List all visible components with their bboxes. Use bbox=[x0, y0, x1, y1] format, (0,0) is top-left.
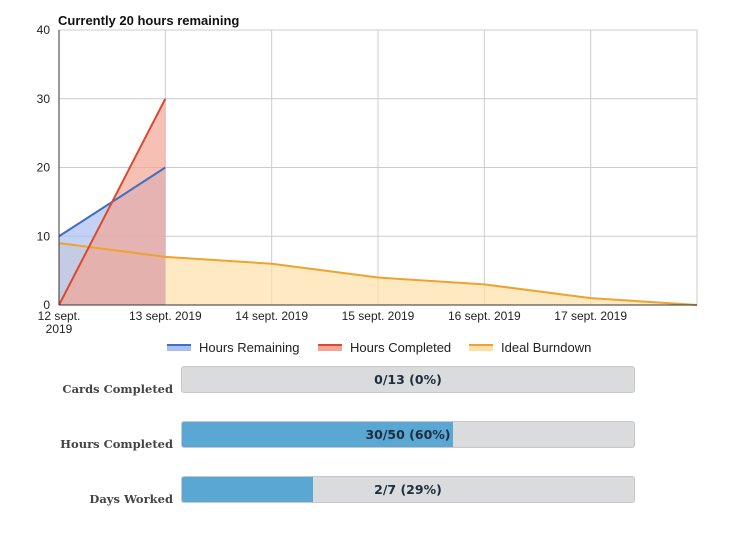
area-ideal-burndown bbox=[59, 243, 697, 305]
progress-bar-cards-completed: 0/13 (0%) bbox=[181, 366, 635, 393]
x-tick-label-1: 13 sept. 2019 bbox=[129, 309, 202, 323]
legend-label-hours-remaining: Hours Remaining bbox=[199, 339, 300, 355]
progress-text-cards-completed: 0/13 (0%) bbox=[374, 372, 442, 387]
x-tick-label-4: 16 sept. 2019 bbox=[448, 309, 521, 323]
legend-swatch-hours-remaining bbox=[167, 343, 191, 351]
legend-item-hours-remaining[interactable]: Hours Remaining bbox=[167, 337, 299, 357]
progress-bar-days-worked: 2/7 (29%) bbox=[181, 476, 635, 503]
y-tick-label-20: 20 bbox=[37, 161, 51, 175]
progress-text-hours-completed: 30/50 (60%) bbox=[365, 427, 451, 442]
y-tick-label-0: 0 bbox=[43, 298, 50, 312]
legend-swatch-hours-completed bbox=[318, 343, 342, 351]
x-tick-label-0: 12 sept. 2019 bbox=[38, 309, 81, 336]
stat-label-days-worked: Days Worked bbox=[89, 492, 173, 506]
y-tick-labels: 40 30 20 10 0 bbox=[37, 23, 51, 312]
stat-row-hours-completed: Hours Completed 30/50 (60%) bbox=[0, 421, 731, 451]
progress-bar-hours-completed: 30/50 (60%) bbox=[181, 421, 635, 448]
line-ideal-burndown bbox=[58, 242, 698, 306]
burndown-chart: Currently 20 hours remaining 40 30 20 10 0 1… bbox=[37, 13, 698, 336]
axes bbox=[58, 30, 697, 306]
line-hours-completed bbox=[58, 98, 167, 306]
legend-swatch-ideal-burndown bbox=[469, 343, 493, 351]
legend-label-hours-completed: Hours Completed bbox=[350, 339, 452, 355]
x-tick-label-2: 14 sept. 2019 bbox=[235, 309, 308, 323]
legend-item-hours-completed[interactable]: Hours Completed bbox=[318, 337, 451, 357]
stat-label-hours-completed: Hours Completed bbox=[60, 437, 173, 451]
stat-label-cards-completed: Cards Completed bbox=[62, 382, 173, 396]
progress-fill-days-worked bbox=[182, 477, 314, 502]
y-tick-label-30: 30 bbox=[37, 92, 51, 106]
stat-row-days-worked: Days Worked 2/7 (29%) bbox=[0, 476, 731, 506]
chart-title: Currently 20 hours remaining bbox=[58, 13, 239, 28]
progress-fill-hours-completed bbox=[182, 422, 454, 447]
x-tick-label-3: 15 sept. 2019 bbox=[342, 309, 415, 323]
x-tick-labels: 12 sept. 2019 13 sept. 2019 14 sept. 2019 15… bbox=[38, 309, 628, 336]
legend-label-ideal-burndown: Ideal Burndown bbox=[501, 339, 592, 355]
legend-item-ideal-burndown[interactable]: Ideal Burndown bbox=[469, 337, 591, 357]
y-tick-label-10: 10 bbox=[37, 229, 51, 243]
chart-legend: Hours Remaining Hours Completed Ideal Bu… bbox=[0, 337, 731, 357]
x-tick-label-5: 17 sept. 2019 bbox=[554, 309, 627, 323]
stat-row-cards-completed: Cards Completed 0/13 (0%) bbox=[0, 366, 731, 396]
y-tick-label-40: 40 bbox=[37, 23, 51, 37]
series-lines bbox=[58, 98, 698, 306]
progress-text-days-worked: 2/7 (29%) bbox=[374, 482, 442, 497]
